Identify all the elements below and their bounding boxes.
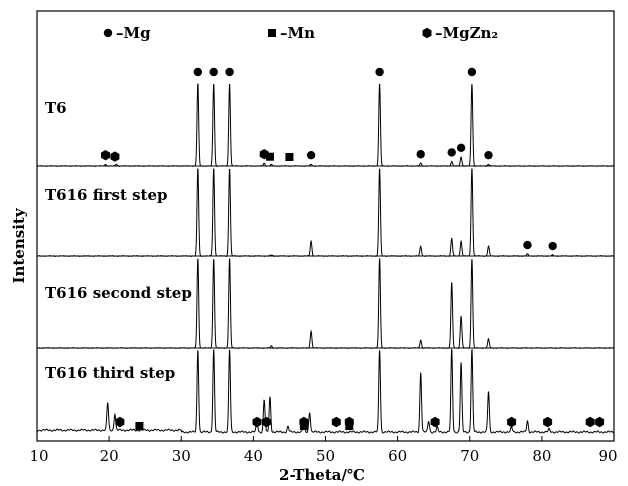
series-label-2: T616 first step xyxy=(45,186,168,204)
x-tick-label-20: 20 xyxy=(100,447,119,465)
x-axis-title: 2-Theta/℃ xyxy=(279,466,365,484)
x-tick-label-90: 90 xyxy=(598,447,617,465)
series-labels: T6 T616 first step T616 second step T616 th… xyxy=(45,99,192,382)
marker-4-3-mgzn2 xyxy=(252,416,262,428)
marker-1-10-mg xyxy=(375,67,384,77)
marker-1-7-mn xyxy=(265,152,274,161)
legend: –Mg –Mn –MgZn₂ xyxy=(103,24,498,42)
x-tick-label-10: 10 xyxy=(29,447,48,465)
trace-1 xyxy=(36,83,614,167)
marker-1-9-mg xyxy=(306,150,316,160)
trace-3 xyxy=(36,258,614,349)
marker-1-4-mg xyxy=(209,67,218,77)
series-label-1: T6 xyxy=(45,99,67,117)
marker-4-12-mgzn2 xyxy=(543,416,553,428)
x-tick-label-70: 70 xyxy=(460,447,479,465)
marker-1-8-mn xyxy=(285,153,294,161)
series-label-3: T616 second step xyxy=(45,284,192,302)
marker-4-4-mgzn2 xyxy=(261,416,271,428)
x-tick-label-40: 40 xyxy=(244,447,263,465)
series-label-4: T616 third step xyxy=(45,364,175,382)
y-axis-title: Intensity xyxy=(10,207,28,283)
marker-4-9-mn xyxy=(345,422,354,430)
trace-2 xyxy=(36,168,614,257)
legend-label-1: –Mg xyxy=(116,24,151,42)
marker-1-13-mg xyxy=(456,143,466,152)
x-axis-ticks: 10 20 30 40 50 60 70 80 90 xyxy=(29,436,618,465)
marker-4-13-mgzn2 xyxy=(585,416,595,428)
diffraction-traces xyxy=(36,83,614,434)
marker-1-11-mg xyxy=(416,150,425,159)
legend-marker-1-mg xyxy=(103,28,113,38)
x-tick-label-30: 30 xyxy=(172,447,191,465)
marker-1-14-mg xyxy=(467,67,477,77)
legend-marker-3-mgzn2 xyxy=(422,27,432,39)
marker-4-1-mgzn2 xyxy=(115,416,125,428)
marker-4-2-mn xyxy=(135,422,144,430)
x-tick-label-60: 60 xyxy=(388,447,407,465)
marker-4-10-mgzn2 xyxy=(430,416,440,428)
legend-label-3: –MgZn₂ xyxy=(435,24,498,42)
marker-1-2-mgzn2 xyxy=(110,151,120,162)
marker-1-12-mg xyxy=(447,148,456,157)
phase-markers xyxy=(101,67,605,430)
marker-1-5-mg xyxy=(225,67,234,77)
trace-4 xyxy=(36,348,614,434)
marker-2-1-mg xyxy=(523,240,532,250)
marker-4-6-mn xyxy=(299,422,308,430)
marker-2-2-mg xyxy=(548,241,557,251)
legend-label-2: –Mn xyxy=(280,24,315,42)
marker-1-3-mg xyxy=(193,67,203,77)
marker-1-1-mgzn2 xyxy=(101,150,110,161)
x-tick-label-50: 50 xyxy=(316,447,335,465)
marker-1-15-mg xyxy=(484,150,493,160)
marker-4-11-mgzn2 xyxy=(507,416,517,428)
marker-4-14-mgzn2 xyxy=(595,416,605,428)
marker-4-7-mgzn2 xyxy=(331,416,341,428)
legend-marker-2-mn xyxy=(268,29,276,37)
x-tick-label-80: 80 xyxy=(532,447,551,465)
